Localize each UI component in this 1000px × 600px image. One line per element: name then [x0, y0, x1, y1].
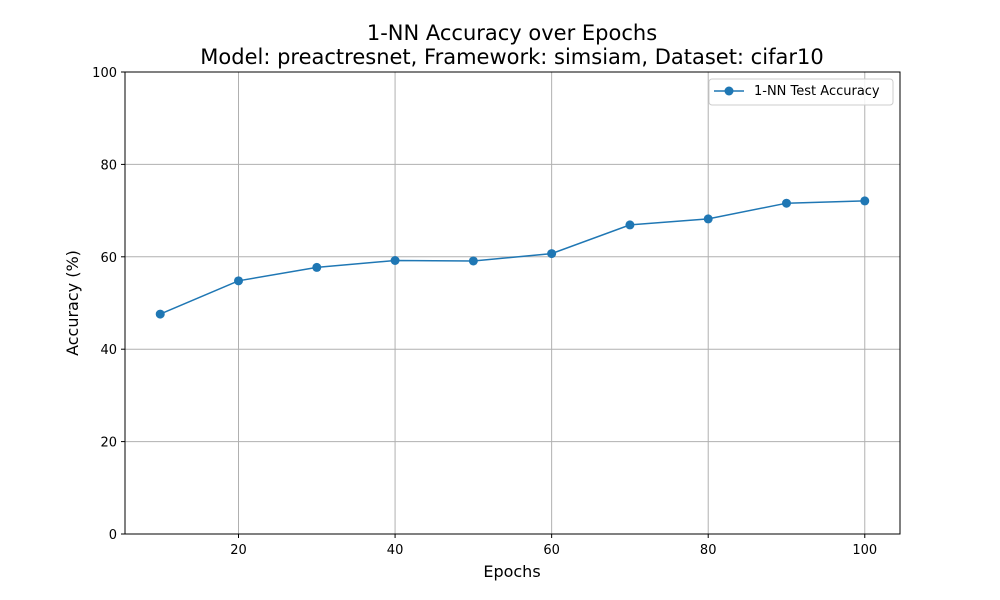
data-point [390, 255, 400, 265]
y-tick-label: 0 [109, 528, 117, 543]
data-point [155, 309, 165, 319]
y-axis-label: Accuracy (%) [63, 250, 82, 356]
legend-marker [724, 86, 734, 96]
series-layer [155, 196, 870, 319]
data-point [703, 214, 713, 224]
data-point [468, 256, 478, 266]
legend-box [708, 78, 894, 106]
plot-frame [124, 71, 901, 535]
data-point [547, 249, 557, 259]
y-tick-label: 80 [100, 158, 117, 173]
chart-subtitle: Model: preactresnet, Framework: simsiam,… [200, 45, 823, 69]
grid [125, 71, 900, 535]
x-tick-label: 40 [387, 543, 404, 558]
data-point [625, 220, 635, 230]
data-point [312, 262, 322, 272]
y-tick-label: 20 [100, 436, 117, 451]
x-axis-label: Epochs [483, 562, 540, 581]
x-tick-label: 60 [543, 543, 560, 558]
chart-title: 1-NN Accuracy over Epochs [367, 21, 657, 45]
x-tick-label: 100 [852, 543, 877, 558]
y-tick-label: 100 [92, 66, 117, 81]
data-point [234, 276, 244, 286]
data-point [781, 198, 791, 208]
data-point [860, 196, 870, 206]
series-line [159, 200, 865, 315]
x-tick-label: 80 [700, 543, 717, 558]
legend: 1-NN Test Accuracy [708, 78, 894, 106]
ticks: 20 40 60 80 100 0 20 40 60 80 100 [92, 66, 877, 558]
y-tick-label: 40 [100, 343, 117, 358]
legend-label: 1-NN Test Accuracy [754, 84, 880, 99]
x-tick-label: 20 [230, 543, 247, 558]
y-tick-label: 60 [100, 251, 117, 266]
